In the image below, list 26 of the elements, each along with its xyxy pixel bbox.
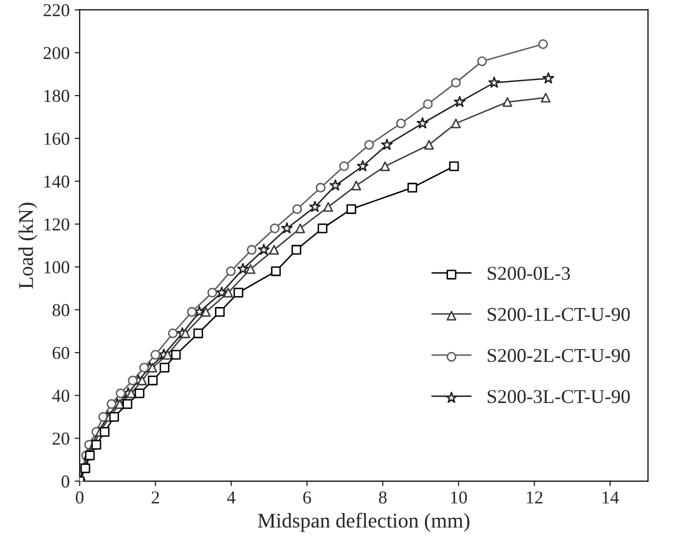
y-tick-label: 120 — [44, 218, 70, 231]
legend-label: S200-1L-CT-U-90 — [488, 308, 630, 321]
y-tick-label: 180 — [44, 90, 70, 102]
y-tick-label: 20 — [52, 432, 70, 445]
x-tick-label: 10 — [451, 491, 467, 504]
y-tick-label: 220 — [44, 4, 70, 16]
x-tick-label: 8 — [378, 491, 387, 504]
y-tick-label: 0 — [62, 475, 70, 488]
y-axis-title: Load (kN) — [18, 202, 38, 289]
x-tick-label: 12 — [526, 491, 542, 504]
y-tick-label: 160 — [44, 132, 70, 145]
x-tick-label: 4 — [227, 492, 236, 504]
y-tick-label: 100 — [44, 261, 70, 274]
y-tick-label: 200 — [44, 46, 70, 60]
y-tick-label: 140 — [44, 175, 70, 188]
legend-label: S200-0L-3 — [488, 266, 570, 280]
x-tick-label: 0 — [76, 491, 84, 504]
y-tick-label: 80 — [52, 304, 70, 316]
x-tick-label: 14 — [602, 491, 619, 504]
x-axis-title: Midspan deflection (mm) — [258, 512, 470, 532]
x-tick-label: 6 — [303, 491, 311, 504]
x-tick-label: 2 — [152, 491, 159, 504]
y-tick-label: 40 — [52, 390, 70, 402]
legend-label: S200-3L-CT-U-90 — [488, 390, 630, 404]
legend-label: S200-2L-CT-U-90 — [488, 348, 630, 362]
y-tick-label: 60 — [52, 346, 70, 360]
